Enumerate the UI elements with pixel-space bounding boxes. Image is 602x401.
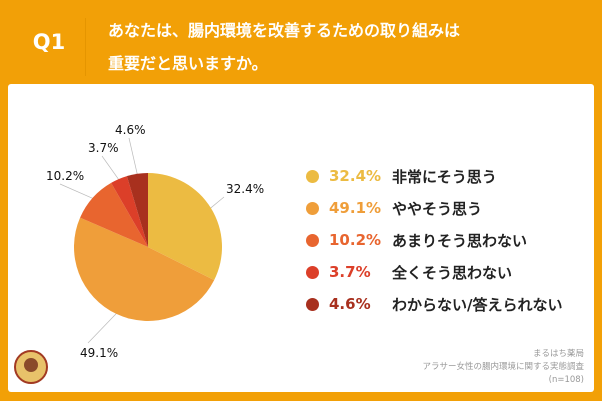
title-line-2: 重要だと思いますか。 bbox=[108, 54, 268, 73]
data-label: 3.7% bbox=[88, 141, 119, 155]
question-number: Q1 bbox=[32, 30, 66, 54]
data-label: 49.1% bbox=[80, 346, 118, 360]
leader-line bbox=[87, 312, 118, 344]
pie-slice bbox=[111, 176, 148, 247]
title-line-1: あなたは、腸内環境を改善するための取り組みは bbox=[108, 21, 461, 40]
legend-marker bbox=[306, 265, 319, 279]
legend-marker bbox=[306, 297, 319, 311]
legend-percent: 4.6% bbox=[329, 295, 371, 313]
legend-item: 10.2% あまりそう思わない bbox=[306, 230, 527, 250]
legend-item: 49.1% ややそう思う bbox=[306, 198, 482, 218]
legend-percent: 10.2% bbox=[329, 231, 382, 249]
legend-item: 32.4% 非常にそう思う bbox=[306, 166, 497, 186]
legend-percent: 3.7% bbox=[329, 263, 371, 281]
data-label: 10.2% bbox=[46, 169, 84, 183]
pie-slice bbox=[148, 173, 222, 281]
header-divider bbox=[85, 18, 86, 76]
legend-label: ややそう思う bbox=[392, 199, 483, 218]
footnote-sample: (n=108) bbox=[548, 375, 584, 385]
legend-label: わからない/答えられない bbox=[392, 295, 563, 314]
pie-slice bbox=[73, 217, 215, 322]
legend-item: 3.7% 全くそう思わない bbox=[306, 262, 512, 282]
legend-percent: 32.4% bbox=[329, 167, 382, 185]
pie-slice bbox=[126, 173, 148, 247]
legend-marker bbox=[306, 169, 319, 183]
legend-label: 非常にそう思う bbox=[392, 167, 497, 186]
legend-item: 4.6% わからない/答えられない bbox=[306, 294, 562, 314]
legend-marker bbox=[306, 201, 319, 215]
legend-label: あまりそう思わない bbox=[392, 231, 528, 250]
footnote-source: まるはち薬局 bbox=[532, 349, 584, 359]
pie-slice bbox=[80, 182, 148, 247]
data-label: 4.6% bbox=[115, 123, 146, 137]
pharmacy-logo bbox=[14, 350, 48, 384]
data-label: 32.4% bbox=[226, 182, 264, 196]
leader-line bbox=[101, 155, 120, 182]
legend-label: 全くそう思わない bbox=[392, 263, 513, 282]
legend-marker bbox=[306, 233, 319, 247]
footnote: まるはち薬局 アラサー女性の腸内環境に関する実態調査 (n=108) bbox=[422, 348, 584, 387]
legend-percent: 49.1% bbox=[329, 199, 382, 217]
leader-line bbox=[209, 196, 225, 210]
leader-line bbox=[59, 183, 95, 200]
footnote-survey: アラサー女性の腸内環境に関する実態調査 bbox=[422, 362, 584, 372]
question-title: あなたは、腸内環境を改善するための取り組みは 重要だと思いますか。 bbox=[108, 14, 460, 80]
leader-line bbox=[128, 137, 138, 176]
